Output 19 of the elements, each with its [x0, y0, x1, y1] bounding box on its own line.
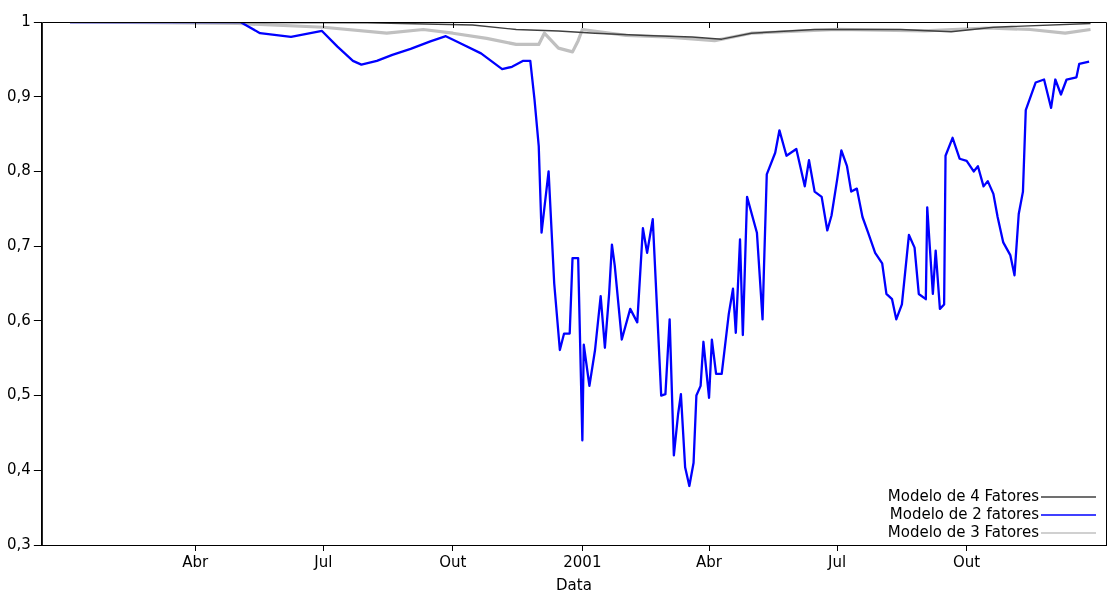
x-tick-label: Out — [953, 552, 981, 571]
x-tick-label: 2001 — [563, 552, 602, 571]
y-tick-label: 1 — [21, 11, 31, 30]
x-tick-label: Jul — [827, 552, 847, 571]
legend-label: Modelo de 3 Fatores — [887, 522, 1040, 541]
legend-label: Modelo de 2 fatores — [889, 504, 1040, 523]
x-tick-label: Jul — [313, 552, 333, 571]
y-tick-label: 0,4 — [7, 460, 31, 479]
y-tick-label: 0,5 — [7, 385, 31, 404]
y-tick-label: 0,9 — [7, 86, 31, 105]
y-tick-label: 0,3 — [7, 534, 31, 553]
x-axis-title: Data — [556, 575, 592, 594]
y-tick-label: 0,6 — [7, 310, 31, 329]
x-tick-label: Out — [439, 552, 467, 571]
x-tick-label: Abr — [182, 552, 210, 571]
x-tick-label: Abr — [696, 552, 723, 571]
y-tick-label: 0,7 — [7, 236, 31, 255]
legend-label: Modelo de 4 Fatores — [887, 486, 1040, 505]
y-tick-label: 0,8 — [7, 161, 31, 180]
